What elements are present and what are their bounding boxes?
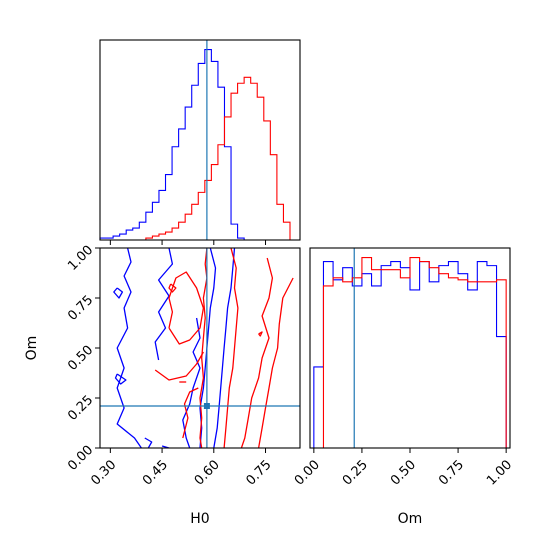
contour-series-2-line-6 <box>154 351 204 381</box>
contour-lines <box>113 248 294 448</box>
om-hist-x-tick-label: 0.75 <box>436 457 467 488</box>
contour-series-2-line-2 <box>223 248 239 448</box>
om-hist-x-tick-label: 0.50 <box>388 457 419 488</box>
om-hist-series-2 <box>313 256 507 449</box>
y-axis-label-om: Om <box>24 336 40 361</box>
contour-y-tick-label: 0.00 <box>65 443 96 474</box>
contour-series-2-line-8 <box>182 387 199 439</box>
contour-y-tick-label: 1.00 <box>65 243 96 274</box>
h0-hist-series-1 <box>99 48 297 241</box>
om-hist-x-tick-label: 0.00 <box>292 457 323 488</box>
contour-series-2-line-7 <box>168 283 177 293</box>
contour-series-2-line-3 <box>240 257 274 448</box>
contour-x-tick-label: 0.30 <box>88 457 119 488</box>
contour-y-tick-label: 0.50 <box>65 343 96 374</box>
truth-marker <box>203 403 210 409</box>
h0-histogram-frame <box>99 39 301 241</box>
x-axis-label-om: Om <box>398 511 423 527</box>
axis-labels: H0 Om Om <box>24 336 422 527</box>
om-hist-series-1 <box>313 261 507 448</box>
contour-series-1-line-8 <box>144 437 153 448</box>
om-histogram-panel: 0.00 0.25 0.50 0.75 1.00 <box>292 247 515 489</box>
contour-series-1-line-6 <box>113 287 124 299</box>
contour-x-tick-label: 0.60 <box>192 457 223 488</box>
contour-series-1-line-7 <box>114 373 127 385</box>
contour-frame <box>99 247 301 449</box>
x-axis-label-h0: H0 <box>190 511 209 527</box>
contour-series-1-line-3 <box>182 317 201 448</box>
contour-series-2-line-4 <box>257 277 294 448</box>
contour-series-1-line-5 <box>213 248 236 448</box>
contour-y-tick-label: 0.25 <box>65 393 96 424</box>
h0-histogram-panel <box>99 39 301 245</box>
contour-x-tick-label: 0.45 <box>140 457 171 488</box>
om-hist-x-tick-label: 1.00 <box>484 457 515 488</box>
h0-om-contour-panel: 0.30 0.45 0.60 0.75 0.00 0.25 0.50 0.75 1.00 <box>65 243 301 489</box>
om-hist-x-tick-label: 0.25 <box>340 457 371 488</box>
contour-x-tick-label: 0.75 <box>243 457 274 488</box>
contour-series-1-line-2 <box>154 248 174 361</box>
contour-series-1-line-1 <box>116 248 142 448</box>
contour-y-tick-label: 0.75 <box>65 293 96 324</box>
contour-series-2-line-5 <box>168 271 205 345</box>
contour-series-2-line-10 <box>258 331 263 337</box>
h0-hist-series-2 <box>100 76 297 241</box>
